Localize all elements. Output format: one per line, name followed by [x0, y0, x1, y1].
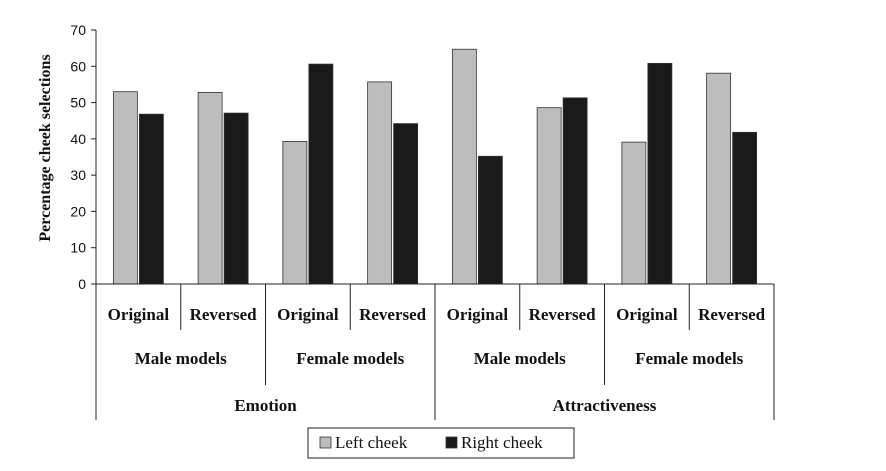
x-group-label: Male models — [135, 349, 227, 368]
y-tick-label: 40 — [70, 131, 86, 147]
x-tick-label: Original — [277, 305, 339, 324]
bar-right-cheek — [223, 112, 249, 285]
legend-label: Right cheek — [461, 433, 543, 452]
bar-left-cheek — [536, 107, 562, 285]
x-group-label: Male models — [474, 349, 566, 368]
x-tick-label: Reversed — [359, 305, 427, 324]
bar-left-cheek — [197, 92, 223, 285]
legend: Left cheek Right cheek — [307, 427, 575, 459]
y-tick-label: 30 — [70, 167, 86, 183]
y-tick-label: 20 — [70, 203, 86, 219]
bar-right-cheek — [732, 131, 758, 285]
bar-right-cheek — [393, 123, 419, 285]
y-tick-label: 0 — [78, 276, 86, 292]
bar-right-cheek — [647, 62, 673, 285]
legend-label: Left cheek — [335, 433, 408, 452]
x-group-label: Female models — [635, 349, 743, 368]
bar-right-cheek — [562, 97, 588, 285]
x-group-label: Female models — [296, 349, 404, 368]
x-tick-label: Original — [108, 305, 170, 324]
x-tick-label: Original — [447, 305, 509, 324]
bar-right-cheek — [138, 113, 164, 285]
bar-left-cheek — [621, 141, 647, 285]
legend-box — [307, 427, 575, 459]
y-tick-label: 70 — [70, 22, 86, 38]
y-tick-label: 60 — [70, 58, 86, 74]
x-tick-label: Reversed — [190, 305, 258, 324]
bar-left-cheek — [282, 140, 308, 285]
x-supergroup-label: Attractiveness — [553, 396, 657, 415]
x-supergroup-label: Emotion — [234, 396, 297, 415]
bar-left-cheek — [706, 72, 732, 285]
legend-swatch — [319, 436, 332, 449]
y-tick-label: 50 — [70, 95, 86, 111]
bar-left-cheek — [367, 81, 393, 285]
x-tick-label: Reversed — [529, 305, 597, 324]
bars — [112, 48, 758, 285]
y-axis: 0 10 20 30 40 50 60 70 — [70, 22, 97, 292]
bar-left-cheek — [451, 48, 477, 285]
x-tick-label: Reversed — [698, 305, 766, 324]
bar-right-cheek — [308, 63, 334, 285]
x-axis: Original Reversed Original Reversed Original… — [95, 283, 775, 420]
legend-swatch — [445, 436, 458, 449]
x-tick-label: Original — [616, 305, 678, 324]
bar-left-cheek — [112, 91, 138, 285]
bar-right-cheek — [477, 155, 503, 285]
y-tick-label: 10 — [70, 240, 86, 256]
y-axis-label: Percentage cheek selections — [37, 54, 54, 241]
